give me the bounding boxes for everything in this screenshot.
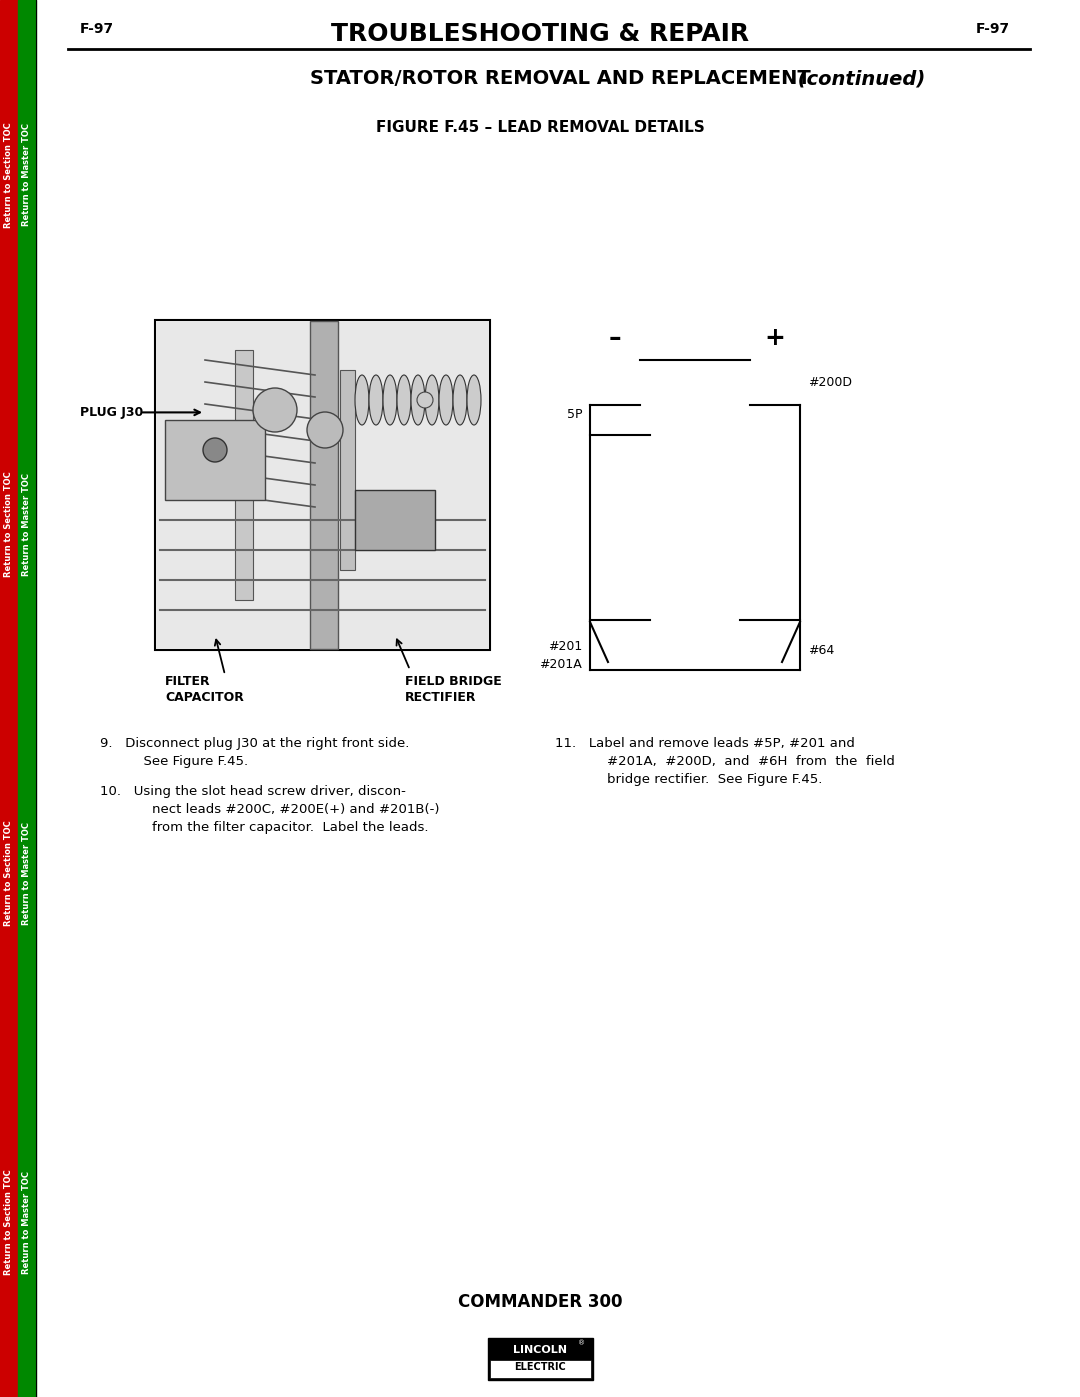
Ellipse shape [411,374,426,425]
Bar [235,351,253,599]
Text: FIELD BRIDGE: FIELD BRIDGE [405,675,502,687]
Text: CAPACITOR: CAPACITOR [165,692,244,704]
Text: 9.   Disconnect plug J30 at the right front side.: 9. Disconnect plug J30 at the right fron… [100,738,409,750]
Text: #64: #64 [808,644,834,657]
Text: from the filter capacitor.  Label the leads.: from the filter capacitor. Label the lea… [118,821,429,834]
Ellipse shape [369,374,383,425]
Text: COMMANDER 300: COMMANDER 300 [458,1294,622,1310]
Text: See Figure F.45.: See Figure F.45. [118,754,248,768]
Text: Return to Master TOC: Return to Master TOC [23,1171,31,1274]
Ellipse shape [438,374,453,425]
Text: FIGURE F.45 – LEAD REMOVAL DETAILS: FIGURE F.45 – LEAD REMOVAL DETAILS [376,120,704,134]
Ellipse shape [383,374,397,425]
Text: #201: #201 [548,640,582,652]
Text: TROUBLESHOOTING & REPAIR: TROUBLESHOOTING & REPAIR [330,22,750,46]
Circle shape [307,412,343,448]
Text: +: + [765,326,785,351]
Text: Return to Master TOC: Return to Master TOC [23,821,31,925]
Text: nect leads #200C, #200E(+) and #201B(-): nect leads #200C, #200E(+) and #201B(-) [118,803,440,816]
Ellipse shape [355,374,369,425]
Circle shape [203,439,227,462]
Text: F-97: F-97 [976,22,1010,36]
Text: bridge rectifier.  See Figure F.45.: bridge rectifier. See Figure F.45. [573,773,822,787]
Text: #200D: #200D [808,376,852,388]
Text: 5P: 5P [567,408,582,422]
Text: Return to Section TOC: Return to Section TOC [4,472,14,577]
Text: Return to Section TOC: Return to Section TOC [4,122,14,228]
Ellipse shape [426,374,438,425]
Bar [310,321,338,650]
Bar [487,1338,593,1380]
Bar [18,0,36,1397]
Bar [489,1361,591,1377]
Text: –: – [609,326,621,351]
Text: LINCOLN: LINCOLN [513,1345,567,1355]
Bar [355,490,435,550]
Bar [165,420,265,500]
Bar [0,0,18,1397]
Text: Return to Section TOC: Return to Section TOC [4,820,14,926]
Text: 10.   Using the slot head screw driver, discon-: 10. Using the slot head screw driver, di… [100,785,406,798]
Text: Return to Master TOC: Return to Master TOC [23,123,31,226]
Text: ELECTRIC: ELECTRIC [514,1362,566,1372]
Bar [156,321,489,650]
Text: F-97: F-97 [80,22,114,36]
Bar [340,370,355,570]
Text: STATOR/ROTOR REMOVAL AND REPLACEMENT: STATOR/ROTOR REMOVAL AND REPLACEMENT [310,70,811,88]
Text: Return to Master TOC: Return to Master TOC [23,474,31,576]
Text: (continued): (continued) [791,70,926,88]
Ellipse shape [453,374,467,425]
Ellipse shape [397,374,411,425]
Bar [156,320,490,650]
Circle shape [417,393,433,408]
Text: Return to Section TOC: Return to Section TOC [4,1169,14,1275]
Text: #201A,  #200D,  and  #6H  from  the  field: #201A, #200D, and #6H from the field [573,754,895,768]
Circle shape [253,388,297,432]
Ellipse shape [467,374,481,425]
Text: ®: ® [579,1340,585,1347]
Text: 11.   Label and remove leads #5P, #201 and: 11. Label and remove leads #5P, #201 and [555,738,855,750]
Text: FILTER: FILTER [165,675,211,687]
Text: RECTIFIER: RECTIFIER [405,692,476,704]
Text: PLUG J30: PLUG J30 [80,407,144,419]
Text: #201A: #201A [539,658,582,671]
